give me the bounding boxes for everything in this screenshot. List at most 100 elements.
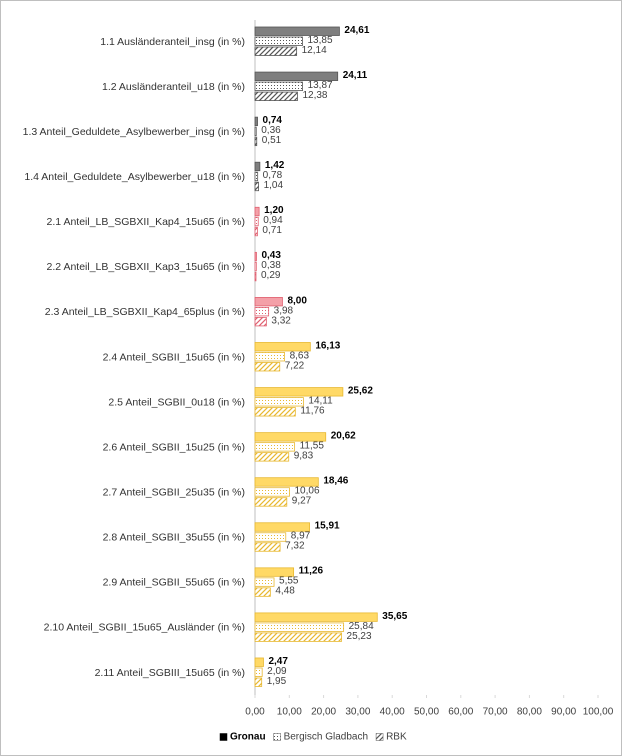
bar — [254, 297, 283, 307]
category-label: 2.2 Anteil_LB_SGBXII_Kap3_15u65 (in %) — [47, 261, 245, 273]
bar — [254, 657, 264, 667]
bar — [254, 677, 263, 687]
legend-label: Bergisch Gladbach — [284, 732, 369, 743]
x-tick-label: 100,00 — [583, 707, 614, 718]
value-label: 8,00 — [287, 295, 307, 306]
category-label: 2.6 Anteil_SGBII_15u25 (in %) — [103, 441, 245, 453]
value-label: 13,87 — [308, 80, 333, 91]
value-label: 3,32 — [271, 315, 291, 326]
bar — [254, 317, 267, 327]
x-tick-label: 40,00 — [380, 707, 405, 718]
bar — [254, 542, 281, 552]
value-label: 13,85 — [308, 35, 333, 46]
bar — [254, 261, 257, 272]
bar — [254, 442, 296, 452]
bar — [254, 206, 260, 217]
x-tick-label: 30,00 — [345, 707, 370, 718]
bar — [254, 387, 344, 397]
bar — [254, 362, 281, 372]
value-label: 8,63 — [290, 350, 310, 361]
value-label: 25,23 — [347, 631, 372, 642]
value-label: 12,38 — [302, 90, 327, 101]
bar — [254, 91, 298, 101]
value-label: 0,94 — [263, 215, 283, 226]
legend-swatch — [273, 733, 281, 741]
bar — [254, 251, 257, 262]
value-label: 7,22 — [285, 360, 305, 371]
bar — [254, 181, 259, 192]
bar — [254, 522, 310, 532]
value-label: 25,84 — [349, 621, 374, 632]
category-label: 2.8 Anteil_SGBII_35u55 (in %) — [103, 532, 245, 544]
value-label: 5,55 — [279, 576, 299, 587]
bar — [254, 116, 258, 127]
value-label: 1,04 — [264, 180, 284, 191]
legend-label: Gronau — [230, 732, 266, 743]
value-label: 8,97 — [291, 531, 311, 542]
value-label: 18,46 — [323, 476, 348, 487]
bar — [254, 397, 304, 407]
bar — [254, 126, 257, 137]
bar — [254, 632, 342, 642]
bar — [254, 407, 296, 417]
category-label: 1.4 Anteil_Geduldete_Asylbewerber_u18 (i… — [24, 171, 245, 183]
bar — [254, 46, 298, 56]
x-tick-label: 0,00 — [245, 707, 265, 718]
value-label: 11,55 — [300, 441, 325, 452]
value-label: 0,36 — [261, 125, 281, 136]
value-label: 25,62 — [348, 385, 373, 396]
value-label: 1,42 — [265, 160, 285, 171]
bar — [254, 216, 259, 227]
bar — [254, 622, 345, 632]
value-label: 2,09 — [267, 666, 287, 677]
bar — [254, 307, 270, 317]
value-label: 0,74 — [263, 115, 283, 126]
x-tick-label: 10,00 — [277, 707, 302, 718]
category-label: 2.3 Anteil_LB_SGBXII_Kap4_65plus (in %) — [45, 306, 245, 318]
value-label: 1,20 — [264, 205, 284, 216]
bar — [254, 26, 340, 36]
category-label: 2.11 Anteil_SGBIII_15u65 (in %) — [95, 667, 245, 679]
category-label: 1.3 Anteil_Geduldete_Asylbewerber_insg (… — [23, 126, 245, 138]
legend-swatch — [375, 733, 384, 741]
value-label: 1,95 — [267, 676, 287, 687]
value-label: 0,29 — [261, 270, 281, 281]
value-label: 0,78 — [263, 170, 283, 181]
value-label: 9,27 — [292, 496, 312, 507]
category-label: 2.4 Anteil_SGBII_15u65 (in %) — [103, 351, 245, 363]
bar — [254, 452, 290, 462]
value-label: 0,51 — [262, 135, 282, 146]
bar — [254, 432, 327, 442]
category-label: 1.2 Ausländeranteil_u18 (in %) — [102, 81, 245, 93]
bar — [254, 577, 275, 587]
category-label: 2.7 Anteil_SGBII_25u35 (in %) — [103, 486, 245, 498]
bar — [254, 161, 261, 172]
category-label: 2.9 Anteil_SGBII_55u65 (in %) — [103, 577, 245, 589]
bar — [254, 171, 259, 182]
value-label: 14,11 — [308, 395, 333, 406]
bar — [254, 342, 311, 352]
bar — [254, 532, 287, 542]
value-label: 24,61 — [344, 25, 369, 36]
bar — [254, 226, 258, 237]
category-label: 2.10 Anteil_SGBII_15u65_Ausländer (in %) — [44, 622, 245, 634]
bar — [254, 81, 303, 91]
bar — [254, 487, 290, 497]
value-label: 9,83 — [294, 451, 314, 462]
bar — [254, 477, 319, 487]
bar — [254, 567, 295, 577]
value-label: 7,32 — [285, 541, 305, 552]
category-label: 1.1 Ausländeranteil_insg (in %) — [100, 36, 245, 48]
legend-swatch — [219, 733, 228, 741]
bar — [254, 587, 271, 597]
bar — [254, 667, 263, 677]
value-label: 3,98 — [274, 305, 294, 316]
value-label: 0,43 — [261, 250, 281, 261]
category-label: 2.5 Anteil_SGBII_0u18 (in %) — [108, 396, 245, 408]
bar — [254, 352, 286, 362]
value-label: 20,62 — [331, 431, 356, 442]
x-tick-label: 70,00 — [483, 707, 508, 718]
value-label: 2,47 — [268, 656, 288, 667]
